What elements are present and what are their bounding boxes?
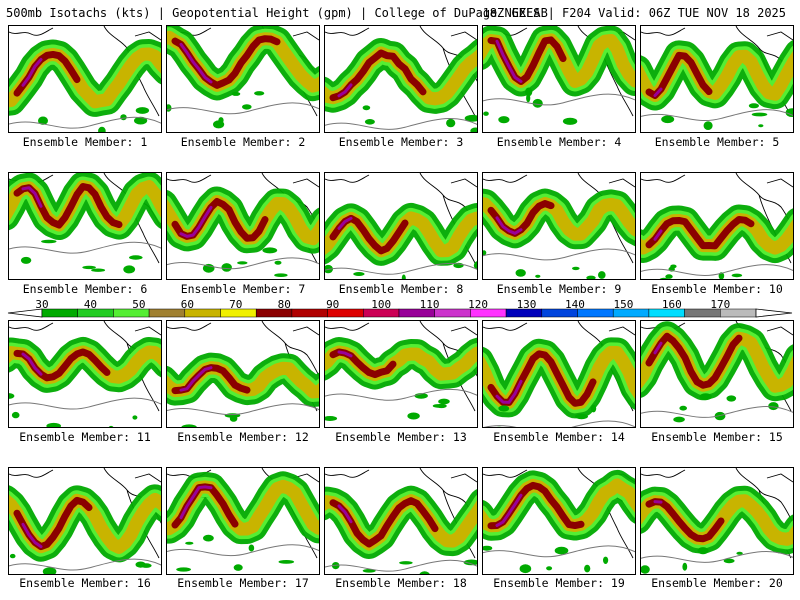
jet-stream-map — [9, 173, 161, 274]
jet-stream-map — [325, 26, 477, 132]
ensemble-member-label: Ensemble Member: 15 — [651, 430, 783, 444]
ensemble-panel-20 — [640, 467, 794, 575]
ensemble-panel-7 — [166, 172, 320, 280]
ensemble-panel-10 — [640, 172, 794, 280]
ensemble-panel-6 — [8, 172, 162, 280]
colorbar-tick-label: 140 — [565, 298, 585, 311]
ensemble-panel-13 — [324, 320, 478, 428]
jet-stream-map — [483, 26, 635, 125]
ensemble-panel-14 — [482, 320, 636, 428]
jet-stream-map — [167, 26, 319, 129]
colorbar-tick-label: 160 — [661, 298, 682, 311]
jet-stream-map — [641, 173, 793, 279]
ensemble-panel-17 — [166, 467, 320, 575]
ensemble-member-label: Ensemble Member: 10 — [651, 282, 783, 296]
ensemble-member-label: Ensemble Member: 6 — [22, 282, 148, 296]
ensemble-panel-5 — [640, 25, 794, 133]
ensemble-member-label: Ensemble Member: 20 — [651, 576, 783, 590]
title-right: 18Z GEFS | F204 Valid: 06Z TUE NOV 18 20… — [482, 6, 786, 20]
ensemble-panel-15 — [640, 320, 794, 428]
colorbar-right-arrow — [755, 308, 793, 318]
colorbar-tick-label: 70 — [229, 298, 243, 311]
ensemble-member-label: Ensemble Member: 7 — [180, 282, 306, 296]
jet-stream-map — [483, 173, 635, 279]
colorbar-tick-label: 130 — [516, 298, 537, 311]
jet-stream-map — [167, 173, 319, 277]
ensemble-member-label: Ensemble Member: 4 — [496, 135, 622, 149]
ensemble-member-label: Ensemble Member: 16 — [19, 576, 151, 590]
colorbar-tick-label: 120 — [468, 298, 488, 311]
jet-stream-map — [641, 26, 793, 130]
ensemble-panel-9 — [482, 172, 636, 280]
ensemble-member-label: Ensemble Member: 3 — [338, 135, 464, 149]
ensemble-member-label: Ensemble Member: 18 — [335, 576, 467, 590]
ensemble-member-label: Ensemble Member: 14 — [493, 430, 625, 444]
ensemble-panel-4 — [482, 25, 636, 133]
colorbar-tick-label: 30 — [35, 298, 49, 311]
ensemble-member-label: Ensemble Member: 17 — [177, 576, 309, 590]
jet-stream-map — [483, 321, 635, 427]
colorbar-tick-label: 60 — [180, 298, 194, 311]
jet-stream-map — [325, 468, 477, 574]
ensemble-member-label: Ensemble Member: 2 — [180, 135, 306, 149]
header: 500mb Isotachs (kts) | Geopotential Heig… — [0, 0, 800, 22]
colorbar-tick-label: 80 — [277, 298, 291, 311]
colorbar — [7, 308, 793, 318]
colorbar-tick-label: 110 — [419, 298, 440, 311]
colorbar-tick-label: 150 — [613, 298, 634, 311]
ensemble-member-label: Ensemble Member: 1 — [22, 135, 148, 149]
colorbar-tick-label: 50 — [132, 298, 146, 311]
jet-stream-map — [641, 321, 793, 423]
ensemble-panel-12 — [166, 320, 320, 428]
ensemble-member-label: Ensemble Member: 11 — [19, 430, 151, 444]
jet-stream-map — [641, 468, 793, 574]
jet-stream-map — [325, 321, 477, 421]
jet-stream-map — [9, 468, 161, 574]
jet-stream-map — [9, 321, 161, 427]
jet-stream-map — [9, 26, 161, 132]
jet-stream-map — [325, 173, 477, 279]
ensemble-panel-3 — [324, 25, 478, 133]
colorbar-tick-label: 170 — [710, 298, 731, 311]
ensemble-panel-8 — [324, 172, 478, 280]
ensemble-panel-16 — [8, 467, 162, 575]
jet-stream-map — [167, 468, 319, 572]
ensemble-panel-1 — [8, 25, 162, 133]
ensemble-panel-11 — [8, 320, 162, 428]
colorbar-tick-label: 100 — [371, 298, 392, 311]
ensemble-member-label: Ensemble Member: 19 — [493, 576, 625, 590]
colorbar-tick-label: 90 — [326, 298, 340, 311]
ensemble-member-label: Ensemble Member: 13 — [335, 430, 467, 444]
ensemble-member-label: Ensemble Member: 12 — [177, 430, 309, 444]
title-left: 500mb Isotachs (kts) | Geopotential Heig… — [6, 6, 548, 20]
colorbar-tick-label: 40 — [83, 298, 98, 311]
jet-stream-map — [483, 468, 635, 574]
ensemble-panel-2 — [166, 25, 320, 133]
ensemble-member-label: Ensemble Member: 5 — [654, 135, 780, 149]
ensemble-panel-19 — [482, 467, 636, 575]
ensemble-member-label: Ensemble Member: 9 — [496, 282, 622, 296]
jet-stream-map — [167, 321, 319, 427]
ensemble-member-label: Ensemble Member: 8 — [338, 282, 464, 296]
ensemble-panel-18 — [324, 467, 478, 575]
